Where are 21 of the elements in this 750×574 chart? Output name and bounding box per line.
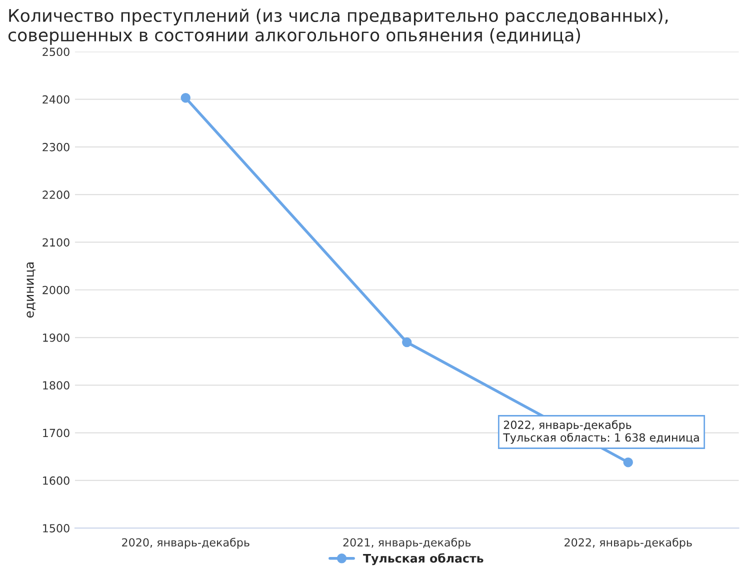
point: [180, 93, 190, 103]
legend-label: Тульская область: [363, 553, 484, 566]
y-tick-label: 1900: [43, 333, 70, 342]
y-tick-label: 2000: [42, 286, 70, 294]
y-tick-label: 2200: [42, 190, 70, 199]
x-tick-label: 2022, январь-декабрь: [564, 538, 692, 549]
y-tick-label: 1700: [43, 428, 70, 438]
y-tick-label: 2300: [42, 142, 70, 152]
x-tick-label: 2021, январь-декабрь: [343, 538, 471, 549]
y-tick-label: 1500: [43, 524, 70, 532]
y-tick-label: 1800: [43, 381, 70, 390]
point: [402, 337, 412, 348]
point: [623, 457, 633, 468]
y-tick-label: 2400: [42, 95, 70, 104]
y-tick-label: 1600: [43, 476, 70, 485]
y-tick-label: 2500: [42, 48, 70, 56]
y-axis-title: единица: [26, 262, 36, 318]
x-tick-label: 2020, январь-декабрь: [122, 538, 250, 549]
y-tick-label: 2100: [42, 238, 70, 247]
annotation: 2022, январь-декабрь Тульская область: 1 638 единица: [503, 420, 699, 444]
chart-title: Количество преступлений (из числа предварительно расследованных), совершенных в состоянии алкогольного опьянения (единица): [8, 8, 668, 45]
